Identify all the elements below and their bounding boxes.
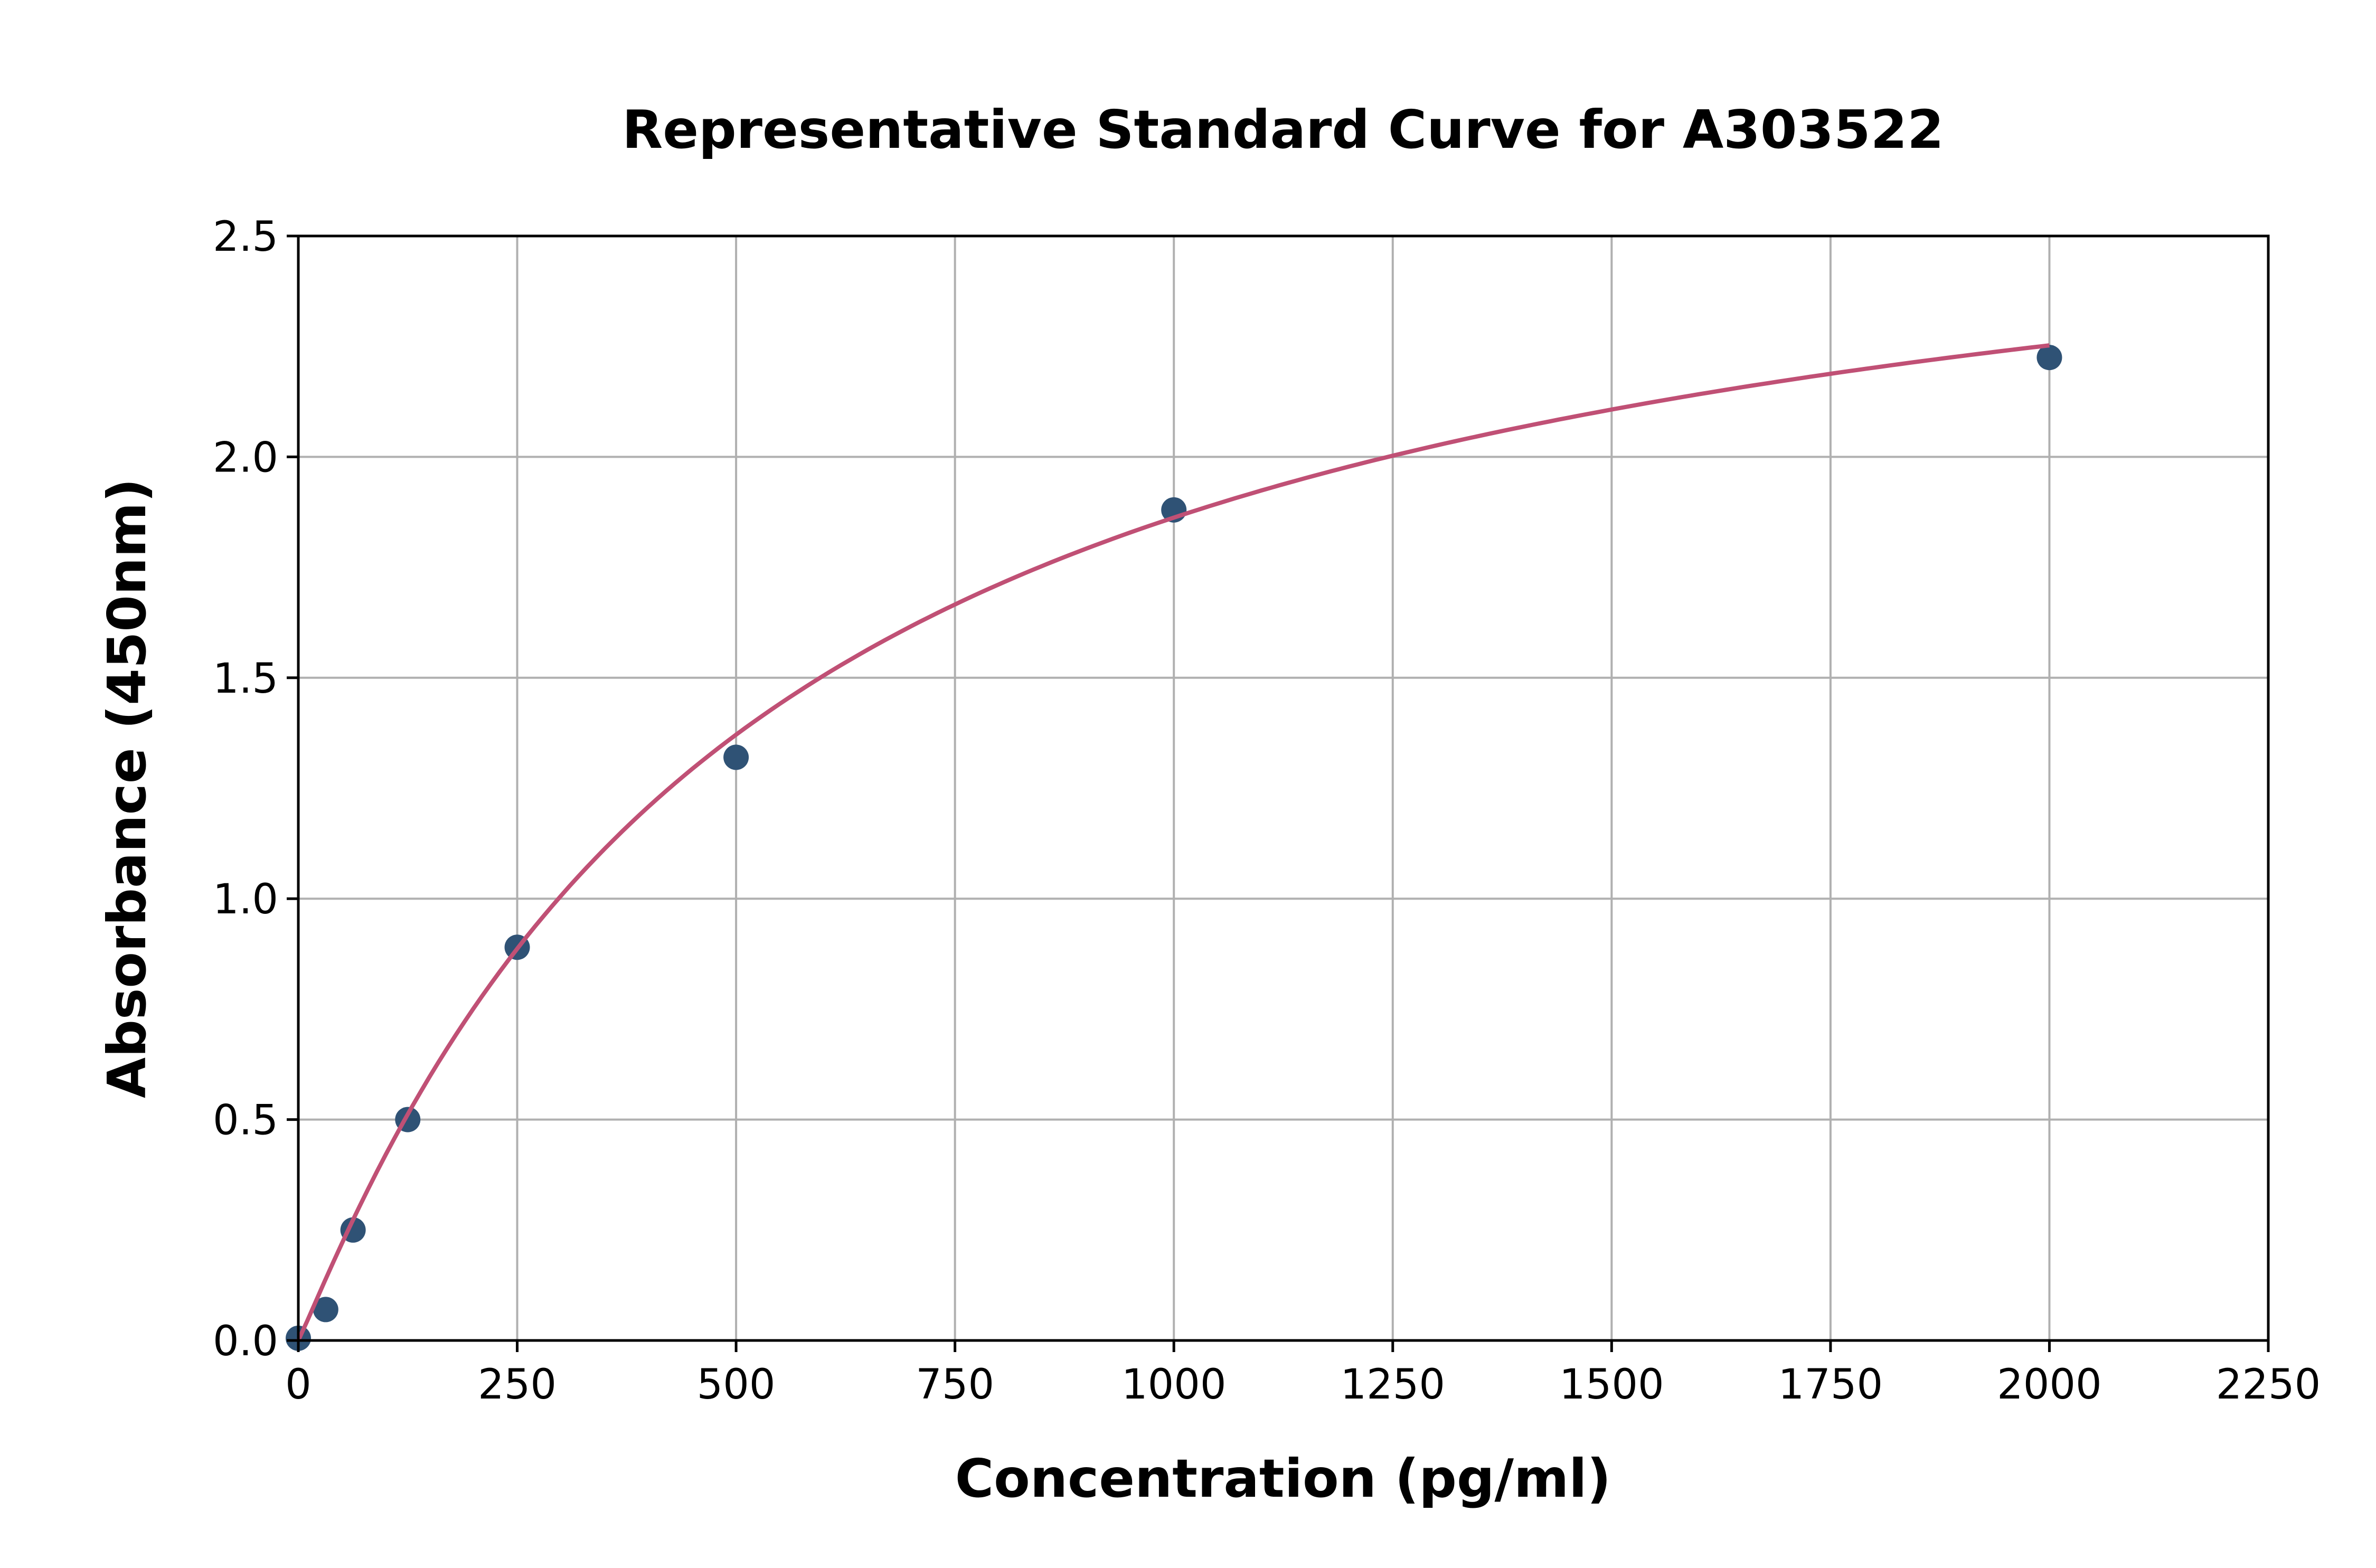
x-tick-label: 2250 xyxy=(2216,1361,2321,1409)
x-axis-ticks: 0 250 500 750 1000 1250 1500 1750 2000 2250 xyxy=(285,1340,2321,1409)
chart-title: Representative Standard Curve for A30352… xyxy=(622,99,1944,160)
x-tick-label: 1250 xyxy=(1341,1361,1446,1409)
x-tick-label: 250 xyxy=(478,1361,557,1409)
y-tick-label: 1.0 xyxy=(213,876,278,923)
x-tick-label: 750 xyxy=(916,1361,994,1409)
y-axis-ticks: 0.0 0.5 1.0 1.5 2.0 2.5 xyxy=(213,213,298,1365)
y-tick-label: 0.0 xyxy=(213,1318,278,1365)
data-point xyxy=(2036,345,2062,371)
x-tick-label: 500 xyxy=(697,1361,776,1409)
data-point xyxy=(313,1297,338,1323)
x-tick-label: 2000 xyxy=(1997,1361,2102,1409)
x-tick-label: 1500 xyxy=(1559,1361,1664,1409)
grid xyxy=(297,235,2269,1342)
x-tick-label: 0 xyxy=(285,1361,312,1409)
fit-curve-layer xyxy=(296,343,2050,1342)
x-tick-label: 1000 xyxy=(1121,1361,1227,1409)
data-point xyxy=(723,744,749,770)
fit-curve xyxy=(296,343,2050,1342)
y-axis-label: Absorbance (450nm) xyxy=(96,478,158,1098)
y-tick-label: 1.5 xyxy=(213,655,278,703)
x-tick-label: 1750 xyxy=(1778,1361,1883,1409)
y-tick-label: 2.5 xyxy=(213,213,278,261)
plot-frame xyxy=(297,234,2270,1342)
y-tick-label: 0.5 xyxy=(213,1097,278,1145)
x-axis-label: Concentration (pg/ml) xyxy=(955,1448,1611,1509)
y-tick-label: 2.0 xyxy=(213,434,278,481)
